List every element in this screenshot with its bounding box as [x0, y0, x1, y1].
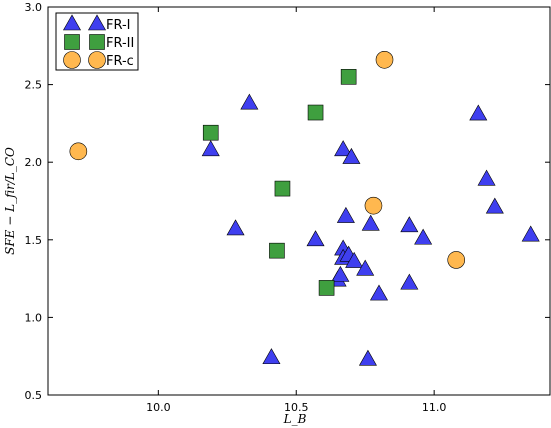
x-axis-label: L_B [283, 412, 307, 426]
point-fr-i [477, 169, 496, 186]
point-fr-i [240, 93, 259, 110]
point-fr-ii [318, 280, 335, 296]
point-fr-i [201, 140, 220, 157]
x-axis-title: L_B [283, 412, 307, 426]
point-fr-i [521, 225, 540, 242]
x-tick-label: 10.5 [284, 401, 309, 414]
y-tick-label: 1.5 [25, 234, 43, 247]
legend-label-fr-ii: FR-II [106, 36, 134, 51]
x-tick-label: 11.0 [422, 401, 447, 414]
legend-marker-fr-i [87, 14, 107, 31]
point-fr-i [358, 349, 377, 366]
y-tick-label: 3.0 [25, 1, 43, 14]
point-fr-i [306, 230, 325, 247]
point-fr-i [331, 265, 350, 282]
point-fr-i [356, 259, 375, 276]
point-fr-i [414, 228, 433, 245]
point-fr-i [342, 147, 361, 164]
point-fr-i [400, 273, 419, 290]
y-tick-label: 2.5 [25, 79, 43, 92]
point-fr-c [69, 142, 88, 161]
point-fr-i [345, 251, 364, 268]
data-marks [69, 50, 540, 366]
point-fr-c [375, 50, 394, 69]
point-fr-i [485, 197, 504, 214]
x-axis: 10.0 10.5 11.0 [146, 7, 446, 414]
point-fr-i [336, 206, 355, 223]
y-tick-label: 2.0 [25, 156, 43, 169]
point-fr-ii [269, 242, 285, 259]
point-fr-i [369, 284, 389, 301]
point-fr-i [469, 104, 488, 121]
legend-marker-fr-i [62, 14, 82, 31]
y-axis-label: SFE − L_fir/L_CO [3, 147, 17, 255]
x-tick-label: 10.0 [146, 401, 171, 414]
point-fr-i [262, 348, 281, 365]
legend: FR-I FR-II FR-c [55, 12, 139, 71]
point-fr-c [364, 196, 383, 215]
point-fr-ii [274, 180, 291, 197]
point-fr-i [334, 140, 353, 157]
y-axis-title: SFE − L_fir/L_CO [3, 147, 17, 255]
point-fr-ii [202, 124, 219, 141]
legend-label-fr-c: FR-c [106, 54, 134, 69]
y-tick-label: 0.5 [25, 389, 43, 402]
legend-marker-fr-c [63, 51, 81, 69]
legend-marker-fr-c [88, 51, 106, 69]
point-fr-ii [307, 104, 324, 121]
point-fr-i [226, 219, 245, 236]
point-fr-i [361, 214, 380, 231]
y-axis: 0.5 1.0 1.5 2.0 2.5 3.0 [25, 1, 550, 402]
point-fr-i [400, 216, 419, 233]
legend-marker-fr-ii [89, 34, 105, 50]
point-fr-c [447, 251, 466, 269]
point-fr-ii [340, 69, 357, 85]
y-tick-label: 1.0 [25, 311, 43, 324]
legend-label-fr-i: FR-I [106, 18, 131, 33]
plot-frame [47, 6, 551, 396]
legend-marker-fr-ii [64, 34, 80, 50]
